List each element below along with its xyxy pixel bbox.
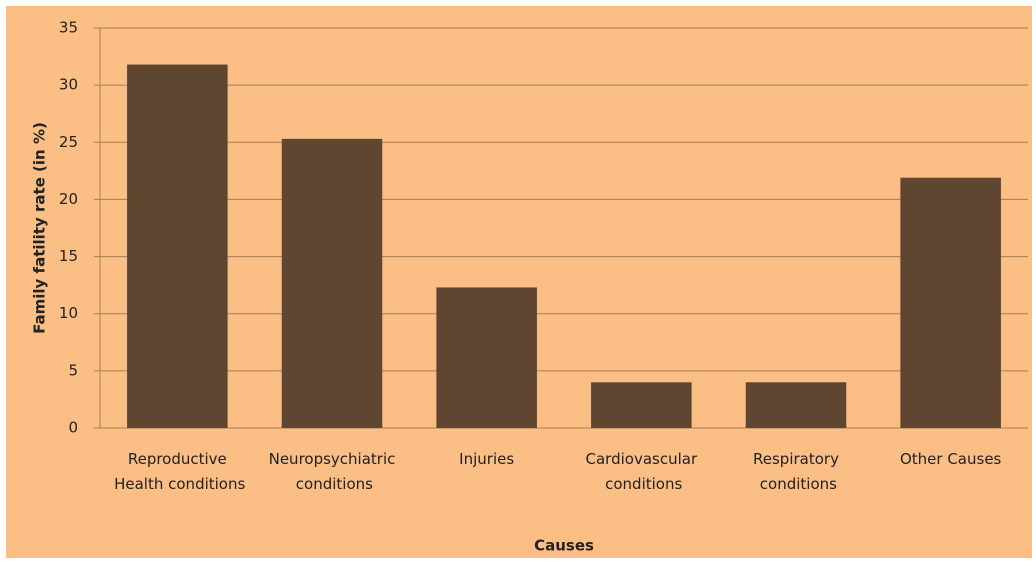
y-tick-label: 10 [59, 304, 78, 322]
y-axis-title: Family fatility rate (in %) [31, 122, 49, 334]
bar [745, 382, 847, 428]
bar [436, 287, 537, 428]
x-tick-label: Reproductive Health conditions [109, 450, 245, 493]
y-tick-label: 30 [59, 76, 78, 94]
x-tick-label: Respiratory conditions [753, 450, 839, 493]
bar [281, 138, 383, 428]
x-tick-label: Neuropsychiatric conditions [269, 450, 396, 493]
bar [127, 64, 228, 429]
y-tick-label: 0 [68, 419, 78, 437]
x-tick-label: Injuries [459, 450, 514, 468]
bar [900, 177, 1001, 428]
y-tick-label: 15 [59, 247, 78, 265]
x-axis-title: Causes [534, 537, 594, 555]
y-tick-label: 35 [59, 19, 78, 37]
y-tick-label: 5 [68, 361, 78, 379]
x-tick-label: Other Causes [900, 450, 1002, 468]
x-tick-label: Cardiovascular conditions [586, 450, 698, 493]
bar [591, 382, 692, 428]
y-tick-label: 25 [59, 133, 78, 151]
y-tick-label: 20 [59, 190, 78, 208]
